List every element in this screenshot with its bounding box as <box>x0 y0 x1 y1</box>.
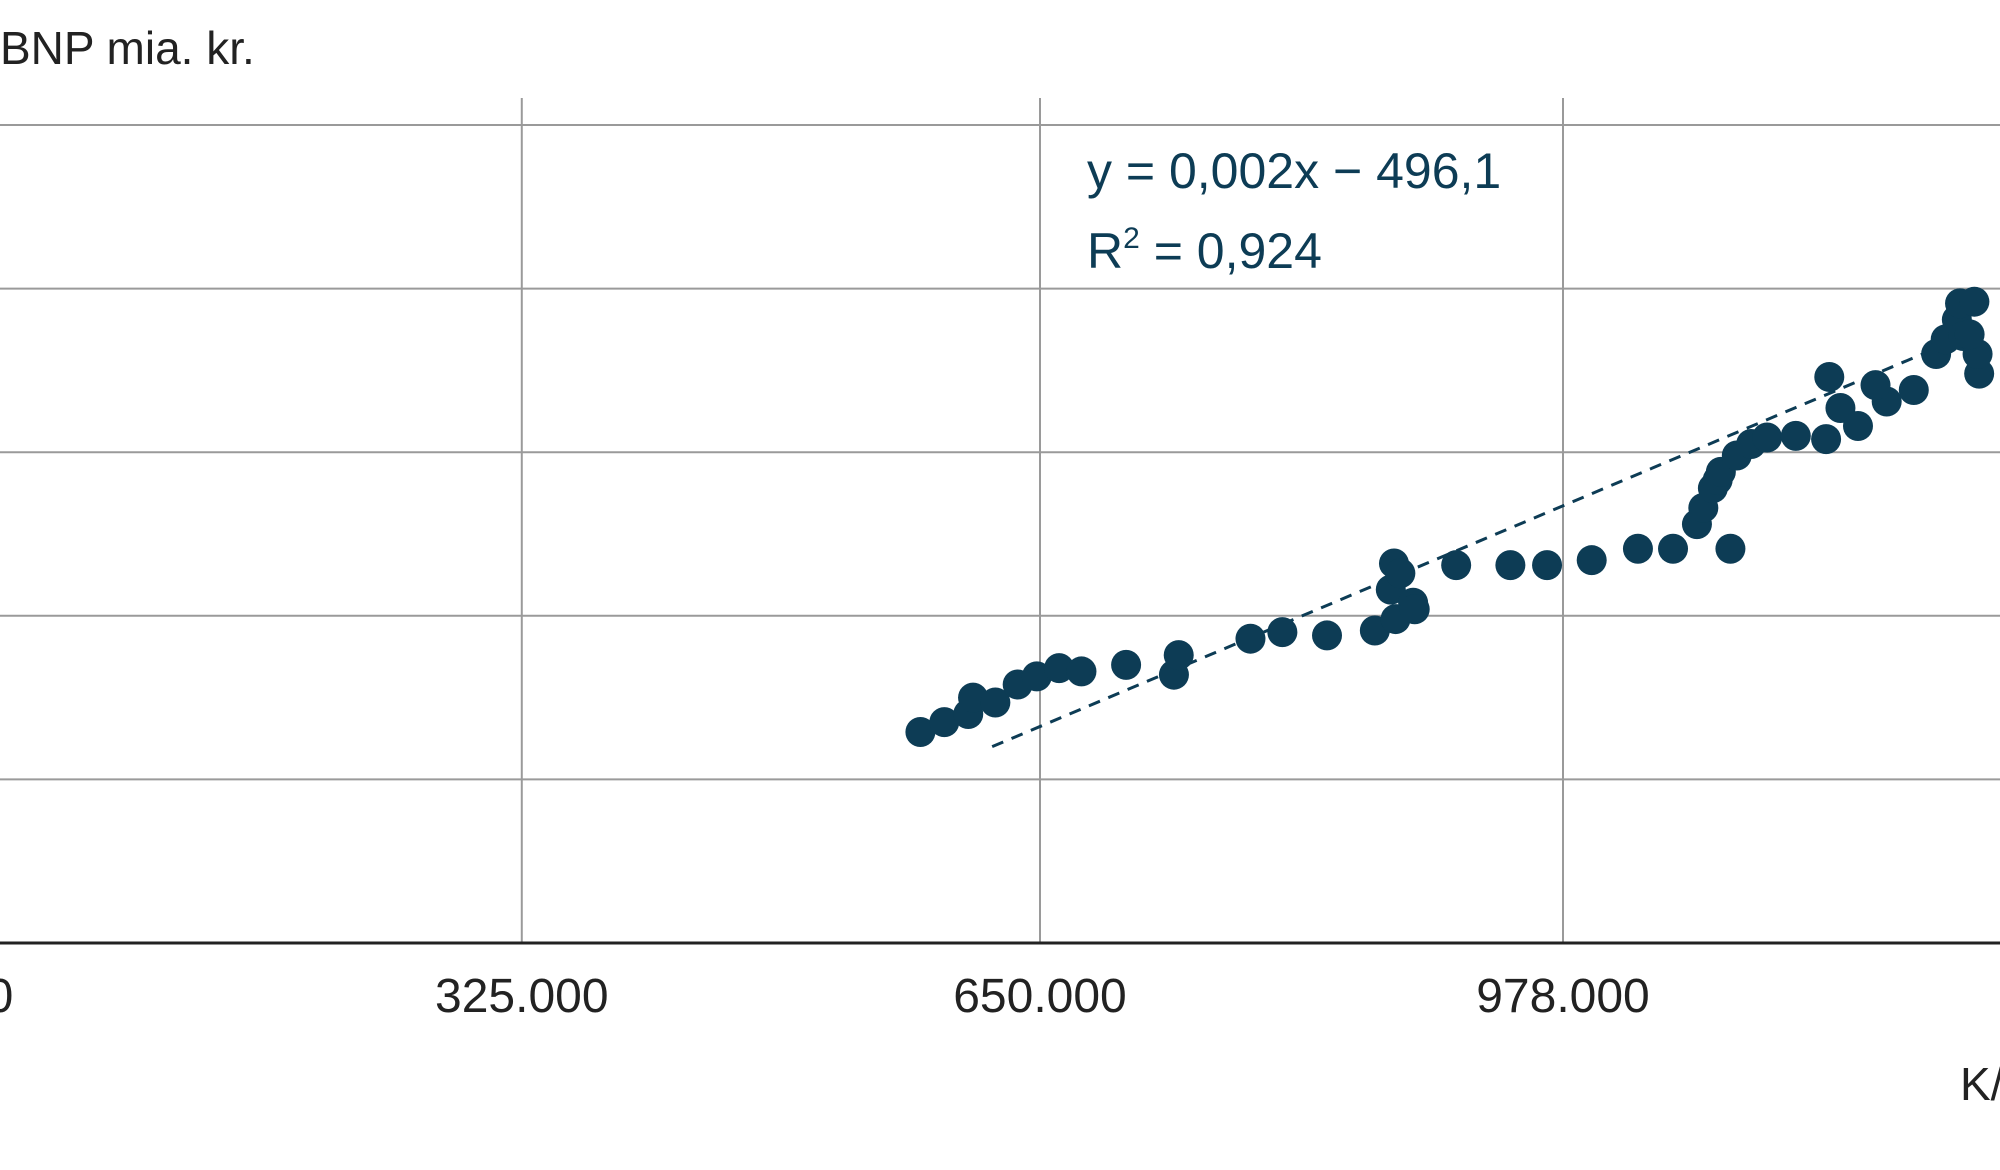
data-point <box>1898 375 1929 406</box>
data-point <box>958 682 989 713</box>
r2-superscript: 2 <box>1123 222 1140 255</box>
data-point <box>905 716 936 747</box>
data-point <box>1385 558 1416 589</box>
data-point <box>1954 319 1985 350</box>
y-axis-label: BNP mia. kr. <box>0 22 255 74</box>
data-point <box>1780 420 1811 451</box>
x-tick-label: 650.000 <box>953 970 1127 1023</box>
data-point <box>1842 411 1873 442</box>
x-tick-labels: 0 325.000 650.000 978.000 <box>0 970 1650 1023</box>
data-point <box>1532 550 1563 581</box>
data-point <box>1441 550 1472 581</box>
data-point <box>1811 424 1842 455</box>
data-point <box>1111 649 1142 680</box>
data-point <box>1044 653 1075 684</box>
data-point <box>1399 594 1430 625</box>
r2-value: = 0,924 <box>1140 223 1322 279</box>
r2-letter: R <box>1087 223 1123 279</box>
r-squared-label: R2 = 0,924 <box>1087 222 1322 279</box>
grid-lines <box>0 98 2000 945</box>
data-points <box>905 286 1995 747</box>
trendline-layer <box>991 328 1982 749</box>
data-point <box>1959 286 1990 317</box>
data-point <box>929 707 960 738</box>
data-point <box>1066 656 1097 687</box>
labels-layer: BNP mia. kr. K/ y = 0,002x − 496,1 R2 = … <box>0 22 2000 1110</box>
data-point <box>1235 623 1266 654</box>
data-point <box>1576 545 1607 576</box>
x-tick-label: 325.000 <box>435 970 609 1023</box>
data-point <box>1658 533 1689 564</box>
data-point <box>1267 617 1298 648</box>
data-point <box>1312 620 1343 651</box>
data-point <box>1163 640 1194 671</box>
trend-equation: y = 0,002x − 496,1 <box>1087 143 1501 199</box>
x-tick-label: 0 <box>0 970 13 1023</box>
data-point <box>1715 533 1746 564</box>
trendline <box>991 328 1982 749</box>
data-point <box>1622 533 1653 564</box>
data-point <box>1495 550 1526 581</box>
data-point <box>1860 370 1891 401</box>
x-axis-label: K/ <box>1960 1058 2000 1110</box>
data-point <box>1814 361 1845 392</box>
data-point <box>980 687 1011 718</box>
x-tick-label: 978.000 <box>1476 970 1650 1023</box>
data-point <box>1752 422 1783 453</box>
